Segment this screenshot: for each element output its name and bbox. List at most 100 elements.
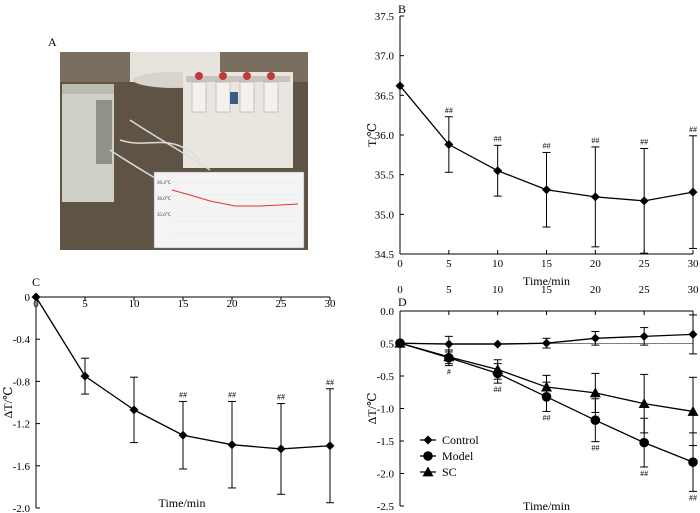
chart-B-point — [395, 81, 405, 91]
chart-C-point — [31, 292, 41, 302]
chart-D-x-tick-label: 10 — [492, 284, 504, 296]
chart-C-y-tick-label: -1.6 — [13, 461, 31, 473]
chart-B-significance-label: ## — [640, 137, 648, 146]
chart-D-y-tick-label: -0.5 — [377, 371, 395, 383]
chart-d: 0 5 10 15 20 25 30 0.0 0.5 -0.5 -1.0 -1.5 -2.0 -2.5 Ti… — [365, 284, 699, 513]
monitor-trace — [171, 189, 299, 207]
chart-C-y-axis-label: ΔT/℃ — [1, 387, 15, 419]
chart-D-significance-label: # — [447, 368, 451, 377]
chart-D-y-tick-label: 0.5 — [380, 339, 394, 351]
chart-D-point — [492, 364, 504, 374]
chart-B-significance-label: ## — [543, 141, 551, 150]
chart-C-point — [178, 430, 188, 440]
chart-D-x-tick-label: 15 — [541, 284, 553, 296]
chart-D-significance-label: ## — [689, 493, 697, 502]
chart-D-point — [444, 339, 454, 349]
chart-D-y-tick-label: -2.5 — [377, 501, 395, 513]
chart-B-x-tick-label: 20 — [590, 258, 602, 270]
chart-B-point — [639, 196, 649, 206]
chart-D-legend-marker — [423, 451, 433, 461]
chart-D-point — [590, 415, 601, 426]
chamber-cap-3 — [243, 72, 251, 80]
chart-D-point — [687, 405, 699, 416]
chart-D-legend-label: Model — [442, 449, 474, 463]
chart-B-significance-label: ## — [494, 134, 502, 143]
chart-C-significance-label: ## — [228, 390, 236, 399]
chart-D-point — [443, 351, 455, 362]
chart-B-y-tick-label: 37.0 — [375, 51, 395, 63]
chart-D-significance-label: ## — [591, 444, 599, 453]
panel-label-a: A — [48, 35, 57, 49]
chart-C-y-tick-label: -2.0 — [13, 503, 31, 513]
chart-B-y-tick-label: 36.5 — [375, 90, 395, 102]
panel-label-d: D — [398, 295, 407, 309]
chart-D-legend-label: Control — [442, 433, 479, 447]
chart-C-x-tick-label: 10 — [129, 298, 141, 310]
chart-C-significance-label: ## — [326, 378, 334, 387]
chart-C-significance-label: ## — [277, 393, 285, 402]
amplifier-panel — [96, 100, 112, 164]
chart-B-y-tick-label: 34.5 — [375, 249, 395, 261]
chamber-1 — [191, 81, 207, 113]
chamber-cap-1 — [195, 72, 203, 80]
panel-label-b: B — [398, 2, 406, 16]
chart-D-point — [639, 437, 649, 448]
chart-C-point — [129, 405, 139, 415]
chart-B-y-tick-label: 37.5 — [375, 11, 395, 23]
chart-B-point — [542, 185, 551, 195]
chart-B-x-axis-label: Time/min — [523, 274, 570, 288]
monitor-label-2: 36.0°C — [157, 197, 172, 202]
chart-C-significance-label: ## — [179, 390, 187, 399]
chart-D-y-tick-label: -2.0 — [377, 469, 395, 481]
chamber-4 — [263, 81, 279, 113]
chart-b: 0 5 10 15 20 25 30 34.5 35.0 35.5 36.0 36.5 37.0 37.5… — [365, 11, 699, 288]
chart-D-point — [541, 381, 552, 392]
chart-C-point — [227, 440, 237, 450]
chart-B-x-tick-label: 25 — [639, 258, 651, 270]
chart-D-y-axis-label: ΔT/℃ — [365, 393, 379, 425]
chart-B-point — [444, 140, 454, 150]
chamber-cap-4 — [267, 72, 275, 80]
chart-C-y-tick-label: -1.2 — [13, 419, 30, 431]
monitor-label-3: 35.6°C — [157, 213, 172, 218]
chart-C-y-tick-label: -0.8 — [13, 376, 31, 388]
chart-C-point — [80, 371, 90, 381]
chart-B-x-tick-label: 30 — [688, 258, 700, 270]
chart-D-x-tick-label: 25 — [639, 284, 651, 296]
chart-C-x-axis-label: Time/min — [159, 496, 206, 510]
chart-B-y-axis-label: T/℃ — [365, 123, 379, 147]
chart-D-significance-label: ## — [543, 413, 551, 422]
chamber-2 — [215, 81, 231, 113]
chart-D-point — [589, 387, 601, 398]
chart-B-x-tick-label: 5 — [446, 258, 452, 270]
amplifier-top — [62, 84, 114, 94]
chart-B-point — [688, 187, 698, 197]
chart-D-point — [688, 329, 698, 339]
chart-C-x-tick-label: 0 — [33, 298, 39, 310]
chart-C-x-tick-label: 25 — [276, 298, 288, 310]
chart-B-significance-label: ## — [689, 125, 697, 134]
chart-C-y-tick-label: 0 — [25, 292, 31, 304]
chart-D-legend-label: SC — [442, 465, 457, 479]
chart-D-point — [394, 337, 406, 348]
chart-D-point — [493, 339, 503, 349]
chart-D-legend-marker — [422, 466, 434, 477]
chart-C-x-tick-label: 20 — [227, 298, 239, 310]
chart-D-y-tick-label: 0.0 — [380, 306, 394, 318]
chart-D-legend-marker — [423, 435, 433, 445]
chart-C-x-tick-label: 30 — [325, 298, 337, 310]
chart-D-y-tick-label: -1.0 — [377, 404, 395, 416]
chart-B-y-tick-label: 35.0 — [375, 209, 395, 221]
chart-D-x-tick-label: 0 — [397, 284, 403, 296]
chart-D-x-axis-label: Time/min — [523, 499, 570, 513]
chamber-cap-2 — [219, 72, 227, 80]
chart-D-significance-label: ## — [640, 469, 648, 478]
chamber-3 — [239, 81, 255, 113]
chart-C-point — [276, 444, 286, 454]
chamber-blue-part — [230, 92, 238, 104]
chart-c: 0 5 10 15 20 25 30 0 -0.4 -0.8 -1.2 -1.6 -2.0 Time/mi… — [1, 292, 336, 513]
chart-B-significance-label: ## — [445, 106, 453, 115]
chart-D-x-tick-label: 30 — [688, 284, 700, 296]
chart-B-x-tick-label: 10 — [492, 258, 504, 270]
